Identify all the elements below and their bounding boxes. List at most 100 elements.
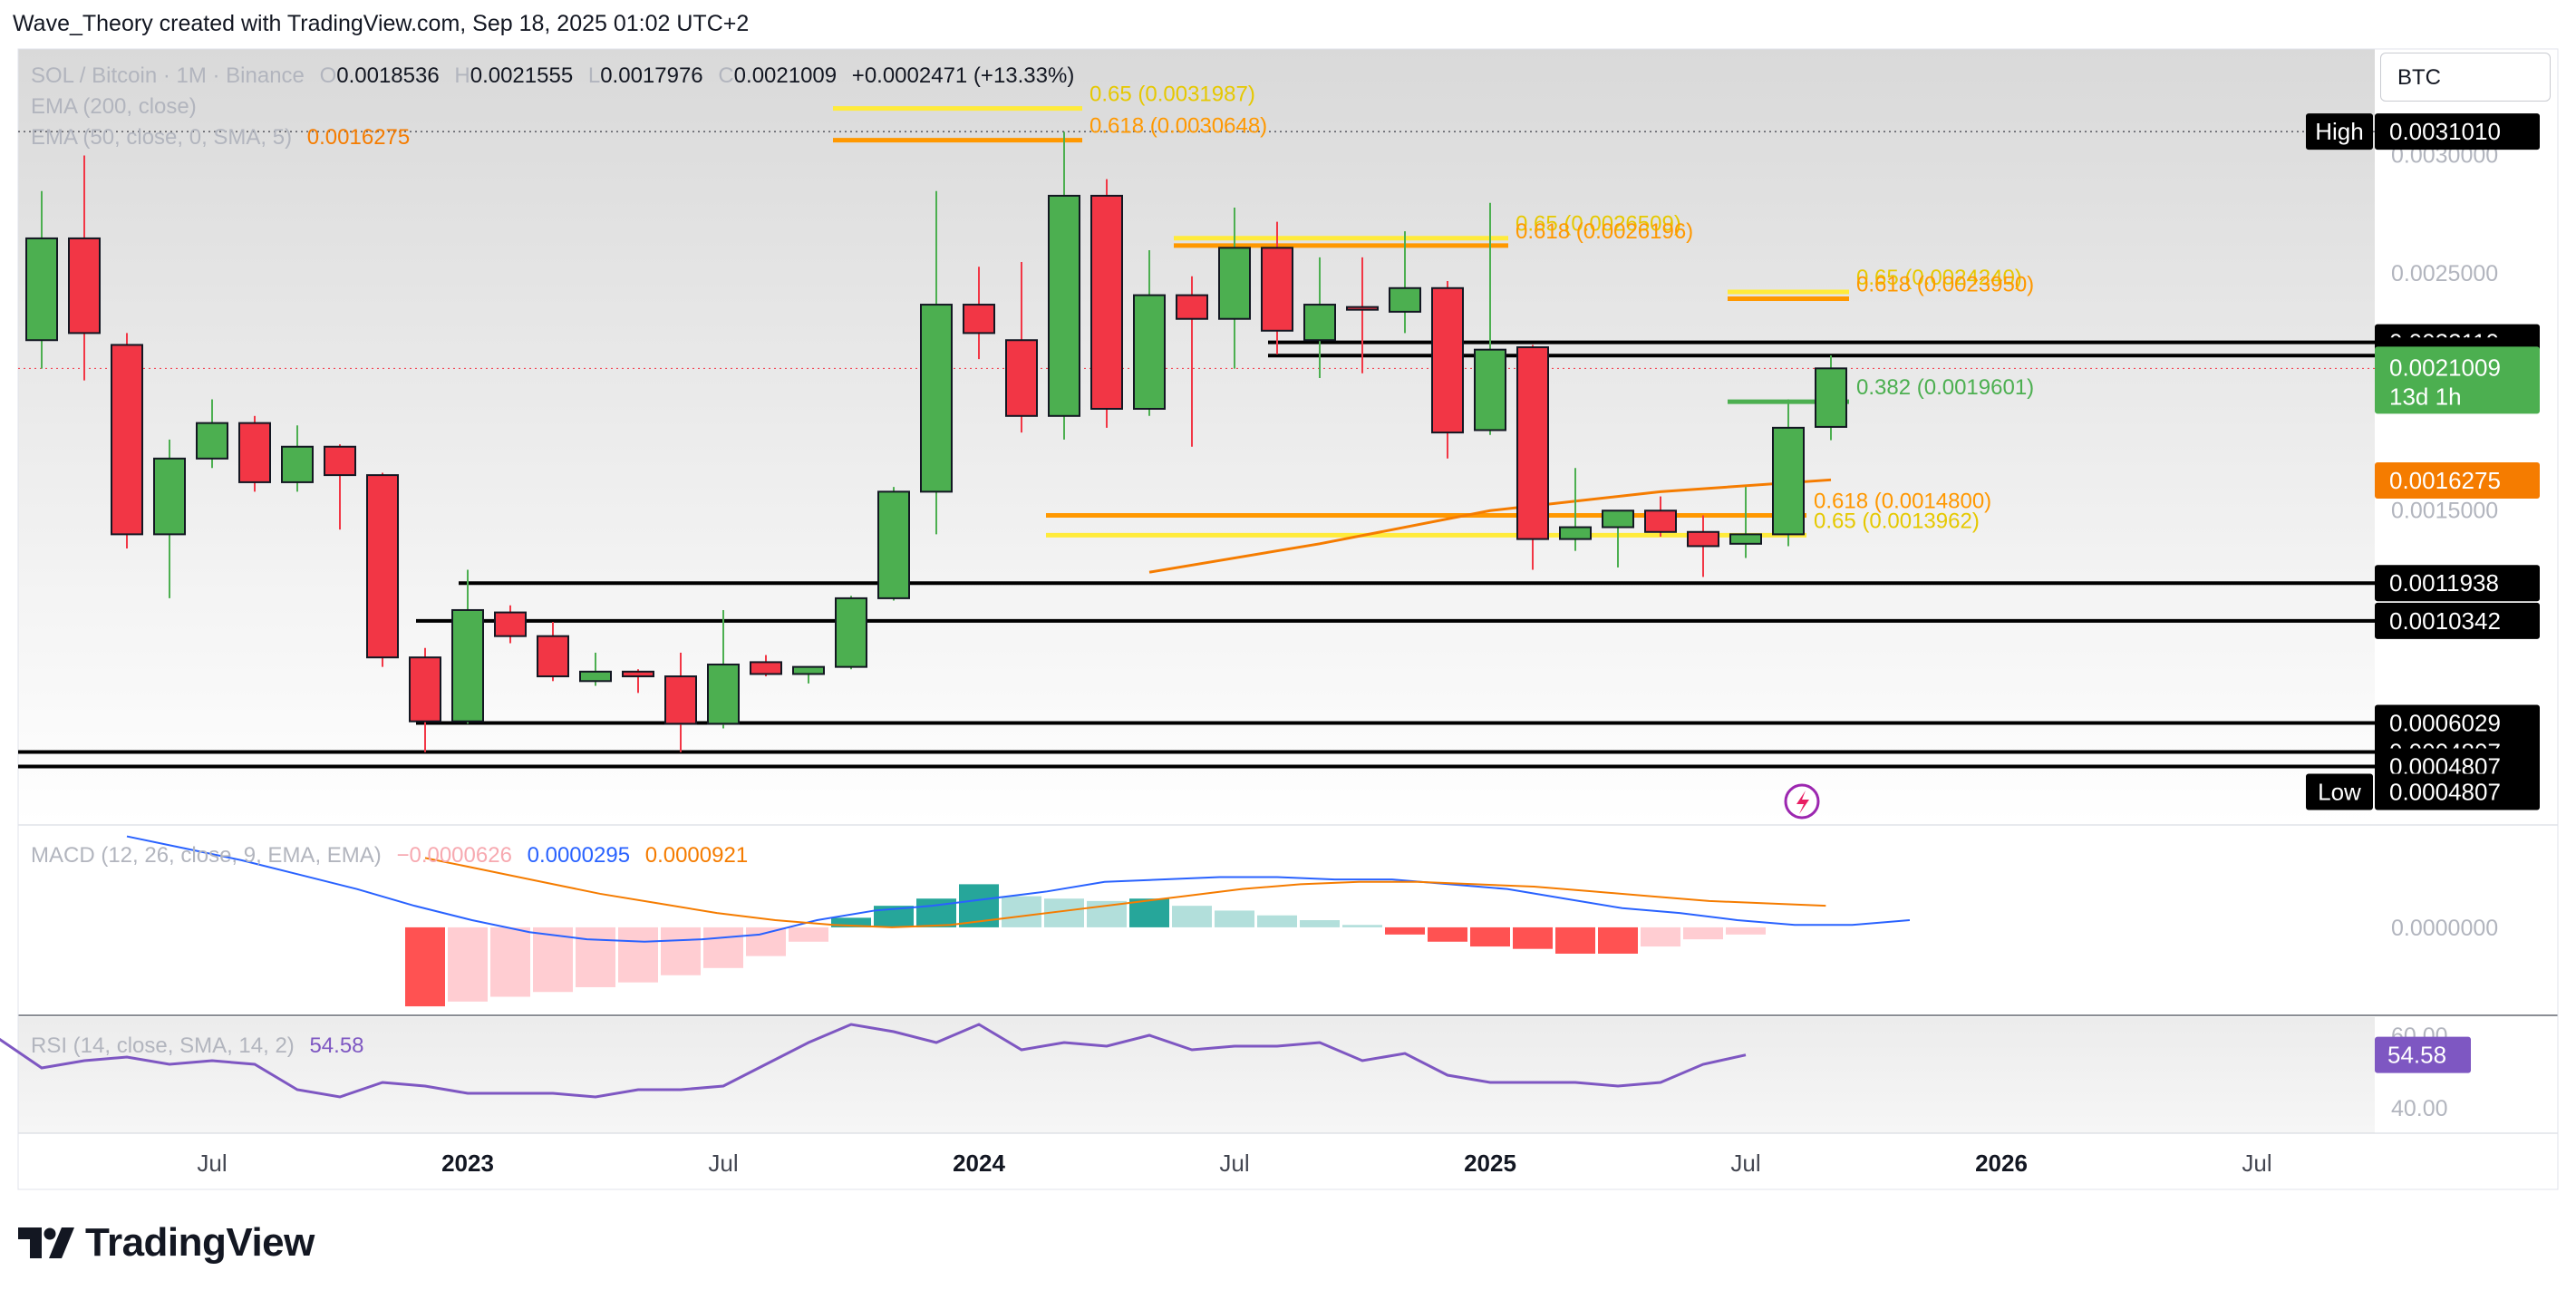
ema50-line[interactable] bbox=[1148, 478, 1832, 574]
candle-body[interactable] bbox=[537, 635, 569, 678]
price-axis-tick: 0.0015000 bbox=[2391, 498, 2498, 523]
candle-body[interactable] bbox=[1644, 509, 1677, 533]
candle-body[interactable] bbox=[835, 597, 867, 668]
fib-level-label: 0.618 (0.0030648) bbox=[1089, 114, 1267, 139]
candle-body[interactable] bbox=[1090, 194, 1123, 410]
time-axis-tick: Jul bbox=[708, 1150, 738, 1177]
candle-body[interactable] bbox=[1602, 509, 1634, 529]
candle-body[interactable] bbox=[920, 304, 953, 493]
macd-histogram-bar bbox=[1726, 926, 1766, 935]
candle-body[interactable] bbox=[792, 665, 825, 675]
macd-histogram-bar bbox=[789, 926, 828, 942]
macd-histogram-bar bbox=[661, 926, 701, 975]
candle-body[interactable] bbox=[622, 670, 654, 678]
candle-body[interactable] bbox=[1815, 367, 1847, 428]
timer-icon[interactable] bbox=[1784, 783, 1820, 820]
candle-body[interactable] bbox=[1176, 294, 1208, 320]
candle-body[interactable] bbox=[409, 656, 441, 723]
candle-body[interactable] bbox=[1261, 247, 1293, 332]
macd-histogram-bar bbox=[1002, 896, 1041, 927]
low-price-label: 0.0004807 bbox=[2389, 778, 2501, 805]
candle-body[interactable] bbox=[281, 445, 314, 483]
candle-body[interactable] bbox=[750, 661, 782, 675]
fib-level-label: 0.618 (0.0023950) bbox=[1856, 273, 2034, 297]
tradingview-logo[interactable]: TradingView bbox=[18, 1220, 315, 1266]
legend-symbol[interactable]: SOL / Bitcoin · 1M · Binance bbox=[31, 63, 305, 88]
low-price-label-box bbox=[2375, 773, 2540, 810]
candle-body[interactable] bbox=[877, 490, 910, 599]
time-axis-tick: Jul bbox=[1219, 1150, 1249, 1177]
legend-h-label: H bbox=[454, 63, 470, 88]
macd-histogram-bar bbox=[831, 917, 871, 927]
legend-macd-signal: 0.0000921 bbox=[644, 843, 749, 868]
candle-body[interactable] bbox=[366, 474, 399, 659]
candle-body[interactable] bbox=[1303, 304, 1336, 342]
legend-macd: MACD (12, 26, close, 9, EMA, EMA) bbox=[31, 843, 382, 868]
candle-body[interactable] bbox=[238, 422, 271, 483]
fib-level-label: 0.382 (0.0019601) bbox=[1856, 375, 2034, 400]
price-pane[interactable] bbox=[18, 49, 2375, 823]
candle-body[interactable] bbox=[153, 457, 186, 536]
legend-h-value: 0.0021555 bbox=[470, 63, 574, 88]
macd-histogram-bar bbox=[1470, 926, 1510, 947]
macd-histogram-bar bbox=[448, 926, 488, 1002]
high-price-label-box bbox=[2375, 113, 2540, 150]
legend-ema200[interactable]: EMA (200, close) bbox=[31, 94, 197, 119]
candle-body[interactable] bbox=[707, 664, 740, 725]
candle-body[interactable] bbox=[963, 304, 995, 335]
macd-histogram-bar bbox=[618, 926, 658, 983]
legend-ema50-row[interactable]: EMA (50, close, 0, SMA, 5) 0.0016275 bbox=[31, 125, 410, 150]
candle-body[interactable] bbox=[1005, 339, 1038, 417]
candle-body[interactable] bbox=[324, 445, 356, 477]
macd-histogram-bar bbox=[1598, 926, 1638, 954]
candle-body[interactable] bbox=[451, 608, 484, 723]
time-axis-tick: 2026 bbox=[1975, 1150, 2028, 1177]
rsi-pane[interactable] bbox=[18, 1017, 2375, 1133]
legend-o-label: O bbox=[319, 63, 337, 88]
fib-level-label: 0.65 (0.0031987) bbox=[1089, 82, 1255, 107]
last-price-label: 0.0021009 bbox=[2389, 354, 2501, 381]
rsi-value-box bbox=[2375, 1036, 2471, 1073]
legend-symbol-row[interactable]: SOL / Bitcoin · 1M · Binance O0.0018536 … bbox=[31, 63, 1074, 89]
candle-body[interactable] bbox=[1729, 533, 1762, 545]
candle-body[interactable] bbox=[1687, 530, 1719, 548]
candle-body[interactable] bbox=[68, 237, 101, 335]
candle-body[interactable] bbox=[664, 675, 697, 725]
macd-signal-line[interactable] bbox=[424, 857, 1826, 928]
candle-body[interactable] bbox=[1346, 306, 1379, 311]
candle-body[interactable] bbox=[111, 344, 143, 536]
candle-body[interactable] bbox=[25, 237, 58, 342]
candle-body[interactable] bbox=[1431, 286, 1464, 434]
candle-body[interactable] bbox=[1516, 346, 1549, 540]
candle-body[interactable] bbox=[1389, 286, 1421, 313]
candle-body[interactable] bbox=[1048, 194, 1080, 417]
candle-body[interactable] bbox=[1559, 526, 1592, 540]
candle-body[interactable] bbox=[579, 670, 612, 683]
extreme-tag-box bbox=[2306, 113, 2373, 150]
high-tag: High bbox=[2315, 118, 2363, 145]
macd-histogram-bar bbox=[576, 926, 615, 987]
macd-line[interactable] bbox=[126, 835, 1911, 943]
time-axis-tick: 2023 bbox=[441, 1150, 494, 1177]
candle-body[interactable] bbox=[1218, 247, 1251, 320]
fib-level-label: 0.65 (0.0024240) bbox=[1856, 266, 2022, 290]
candle-body[interactable] bbox=[1772, 426, 1805, 536]
macd-histogram-bar bbox=[1342, 925, 1382, 927]
macd-histogram-bar bbox=[1215, 910, 1254, 927]
candle-body[interactable] bbox=[196, 422, 228, 460]
bar-countdown-label: 13d 1h bbox=[2389, 383, 2462, 410]
time-axis-tick: 2025 bbox=[1464, 1150, 1516, 1177]
time-axis-tick: Jul bbox=[197, 1150, 227, 1177]
candle-body[interactable] bbox=[1474, 348, 1506, 432]
low-tag: Low bbox=[2318, 778, 2361, 805]
legend-macd-row[interactable]: MACD (12, 26, close, 9, EMA, EMA) −0.000… bbox=[31, 843, 748, 868]
candle-body[interactable] bbox=[494, 611, 527, 637]
candle-body[interactable] bbox=[1133, 294, 1166, 410]
rsi-line[interactable] bbox=[0, 1023, 1747, 1099]
legend-rsi-row[interactable]: RSI (14, close, SMA, 14, 2) 54.58 bbox=[31, 1033, 364, 1059]
macd-histogram-bar bbox=[1385, 926, 1425, 935]
legend-l-value: 0.0017976 bbox=[600, 63, 703, 88]
macd-histogram-bar bbox=[405, 926, 445, 1007]
currency-selector[interactable]: BTC bbox=[2380, 53, 2551, 102]
